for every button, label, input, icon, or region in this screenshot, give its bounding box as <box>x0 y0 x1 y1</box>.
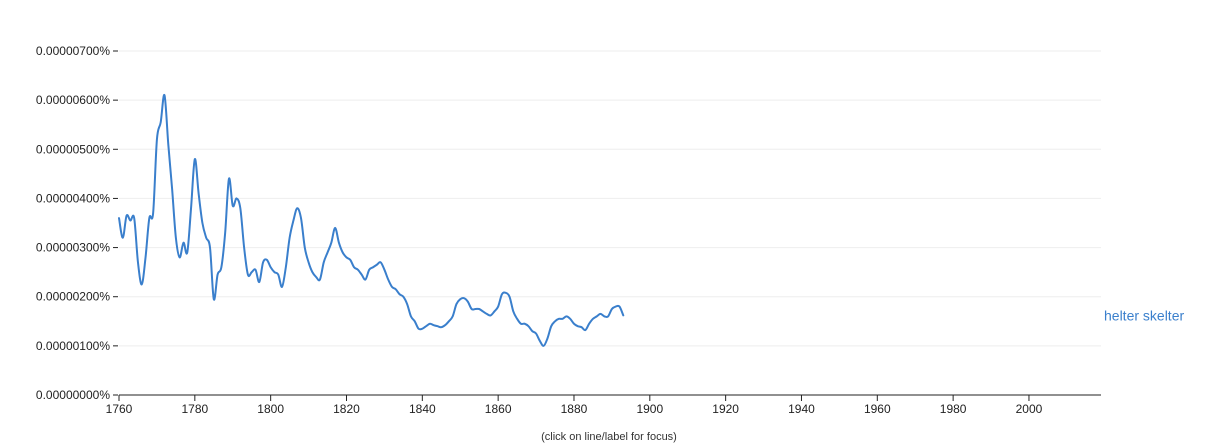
x-tick-label: 1760 <box>106 402 133 416</box>
y-tick-label: 0.00000400% <box>36 191 110 205</box>
series-label-helter-skelter[interactable]: helter skelter <box>1104 307 1184 323</box>
series-line-helter-skelter[interactable] <box>118 94 625 347</box>
y-tick-label: 0.00000000% <box>36 388 110 402</box>
y-tick-label: 0.00000100% <box>36 339 110 353</box>
series-group[interactable]: helter skelter <box>118 94 1184 347</box>
x-tick-label: 1980 <box>940 402 967 416</box>
y-tick-label: 0.00000700% <box>36 44 110 58</box>
x-tick-label: 1920 <box>712 402 739 416</box>
focus-hint-note: (click on line/label for focus) <box>541 431 677 443</box>
x-tick-label: 1800 <box>257 402 284 416</box>
x-tick-label: 1860 <box>485 402 512 416</box>
x-tick-label: 1900 <box>636 402 663 416</box>
x-tick-label: 1780 <box>181 402 208 416</box>
y-axis-ticks: 0.00000000% 0.00000100% 0.00000200% 0.00000… <box>36 44 118 402</box>
gridlines <box>119 50 1101 347</box>
x-tick-label: 1940 <box>788 402 815 416</box>
x-tick-label: 1840 <box>409 402 436 416</box>
y-tick-label: 0.00000300% <box>36 241 110 255</box>
y-tick-label: 0.00000200% <box>36 290 110 304</box>
x-tick-label: 1880 <box>561 402 588 416</box>
y-tick-label: 0.00000600% <box>36 93 110 107</box>
x-tick-label: 1820 <box>333 402 360 416</box>
x-tick-label: 1960 <box>864 402 891 416</box>
x-tick-label: 2000 <box>1016 402 1043 416</box>
x-axis-ticks: 1760 1780 1800 1820 1840 1860 1880 1900 1920 1940… <box>106 395 1043 416</box>
y-tick-label: 0.00000500% <box>36 142 110 156</box>
